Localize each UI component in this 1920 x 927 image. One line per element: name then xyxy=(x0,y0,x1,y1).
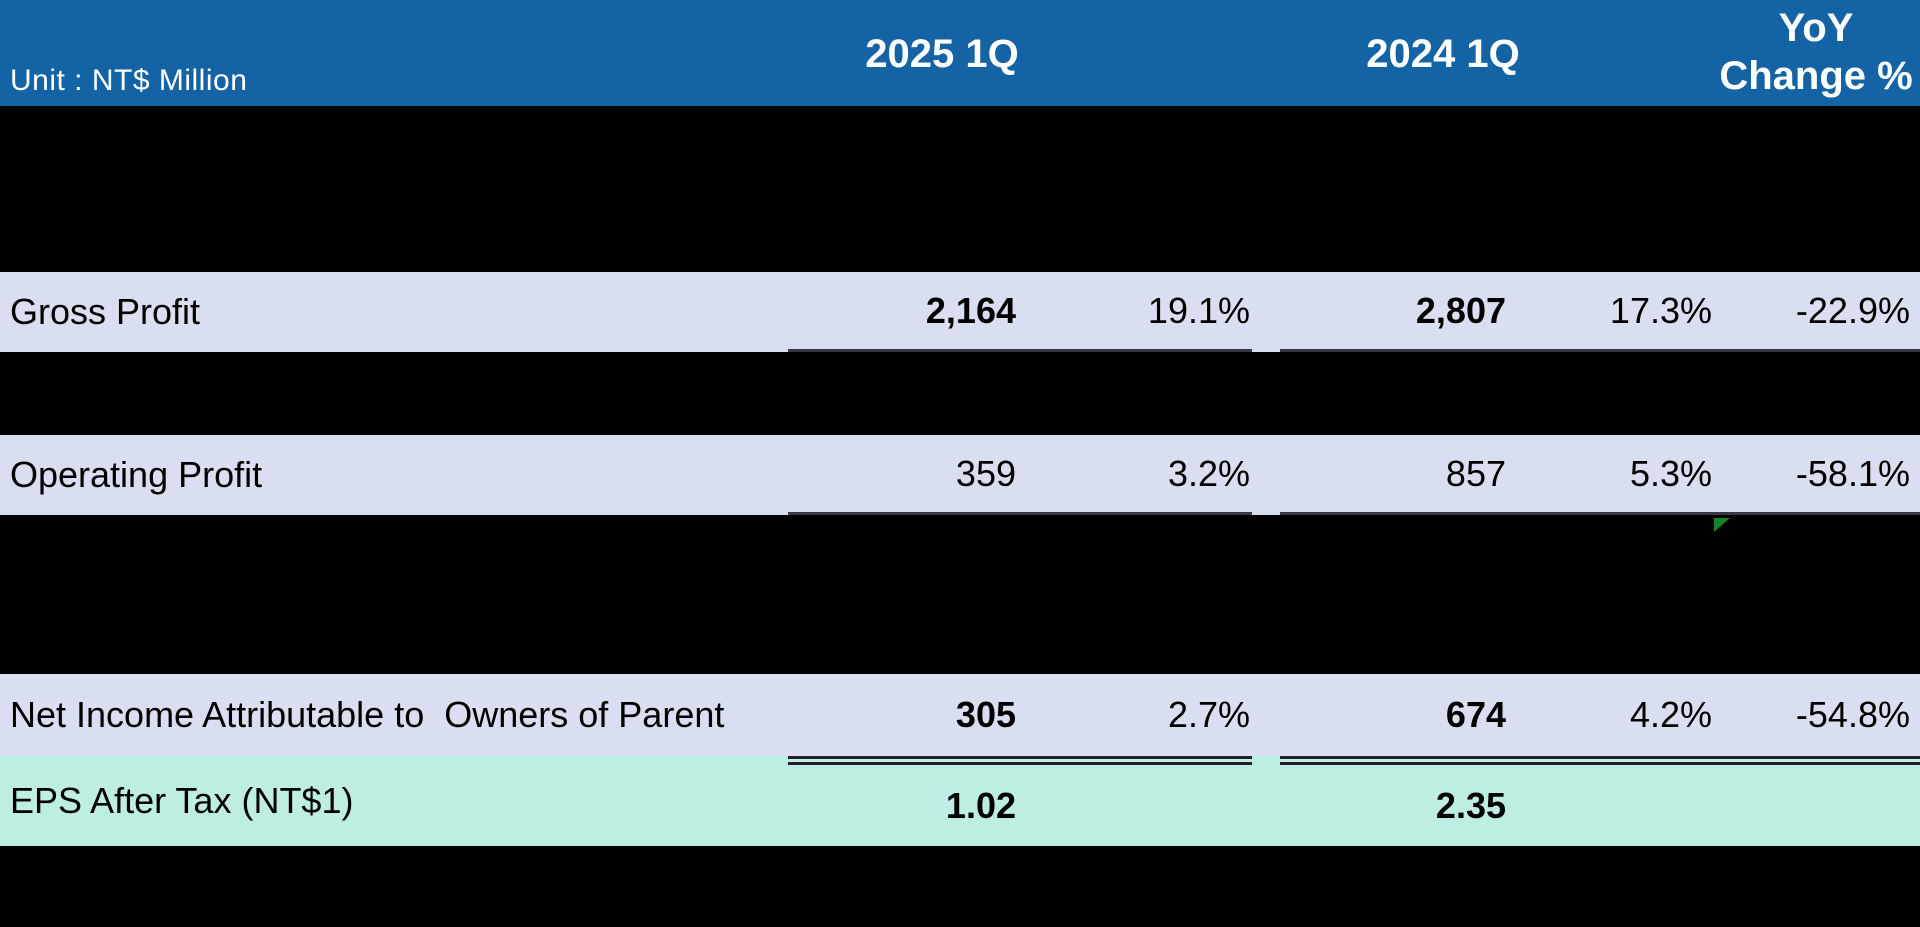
value-2025: 305 xyxy=(955,694,1016,735)
yoy-change: -54.8% xyxy=(1795,694,1910,735)
yoy-label-line2: Change % xyxy=(1719,54,1913,98)
group-2024: 2,807 17.3% -22.9% xyxy=(1280,272,1920,352)
value-2025: 1.02 xyxy=(945,784,1016,826)
row-label: EPS After Tax (NT$1) xyxy=(10,780,354,821)
row-label: Gross Profit xyxy=(10,291,201,332)
pct-2024: 5.3% xyxy=(1629,452,1712,494)
group-2025: 1.02 xyxy=(788,756,1252,846)
group-2025: 305 2.7% xyxy=(788,674,1252,756)
pct-2024: 4.2% xyxy=(1629,694,1712,735)
green-triangle-icon xyxy=(1714,518,1730,532)
table-row-operating-profit: Operating Profit 359 3.2% 857 5.3% -58.1… xyxy=(0,435,1920,515)
table-row-gross-profit: Gross Profit 2,164 19.1% 2,807 17.3% -22… xyxy=(0,272,1920,352)
value-2024: 857 xyxy=(1445,452,1506,494)
table-row-eps: EPS After Tax (NT$1) 1.02 2.35 xyxy=(0,756,1920,846)
pct-2025: 2.7% xyxy=(1167,694,1250,735)
column-header-2025-1q: 2025 1Q xyxy=(865,32,1019,76)
column-gap xyxy=(1252,272,1280,352)
group-2025: 359 3.2% xyxy=(788,435,1252,515)
table-header: Unit : NT$ Million 2025 1Q 2024 1Q YoY C… xyxy=(0,0,1920,106)
group-2024: 857 5.3% -58.1% xyxy=(1280,435,1920,515)
value-2024: 2,807 xyxy=(1415,289,1506,331)
column-header-yoy-change: YoY Change % xyxy=(1666,4,1920,100)
column-gap xyxy=(1252,674,1280,756)
value-2024: 674 xyxy=(1445,694,1506,735)
value-2025: 359 xyxy=(955,452,1016,494)
value-2025: 2,164 xyxy=(925,289,1016,331)
pct-2025: 19.1% xyxy=(1147,289,1250,331)
value-2024: 2.35 xyxy=(1435,784,1506,826)
hidden-rows-band xyxy=(0,515,1920,674)
column-header-2024-1q: 2024 1Q xyxy=(1366,32,1520,76)
group-2024: 674 4.2% -54.8% xyxy=(1280,674,1920,756)
yoy-change: -58.1% xyxy=(1795,452,1910,494)
pct-2024: 17.3% xyxy=(1609,289,1712,331)
group-2024: 2.35 xyxy=(1280,756,1920,846)
pct-2025: 3.2% xyxy=(1167,452,1250,494)
column-gap xyxy=(1252,435,1280,515)
row-label: Operating Profit xyxy=(10,454,263,495)
column-gap xyxy=(1252,756,1280,846)
hidden-rows-band xyxy=(0,106,1920,272)
bottom-band xyxy=(0,846,1920,927)
group-2025: 2,164 19.1% xyxy=(788,272,1252,352)
unit-label: Unit : NT$ Million xyxy=(10,64,248,97)
row-label: Net Income Attributable to Owners of Par… xyxy=(10,694,725,735)
yoy-label-line1: YoY xyxy=(1778,6,1854,50)
hidden-rows-band xyxy=(0,352,1920,435)
yoy-change: -22.9% xyxy=(1795,289,1910,331)
table-row-net-income: Net Income Attributable to Owners of Par… xyxy=(0,674,1920,756)
